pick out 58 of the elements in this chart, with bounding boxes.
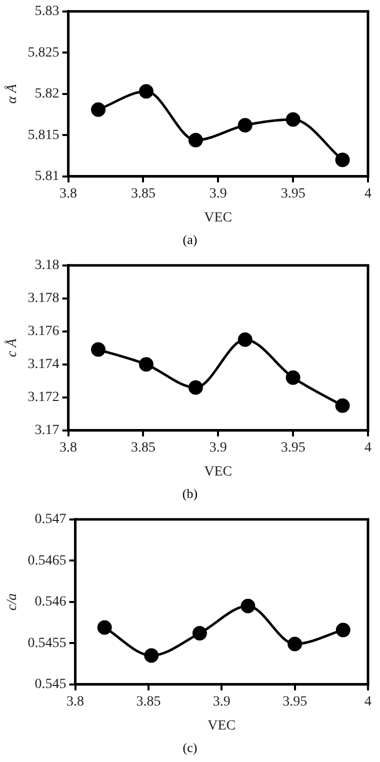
point	[144, 648, 159, 663]
y-tick-label: 5.81	[34, 169, 60, 184]
point	[286, 112, 300, 127]
point	[288, 636, 302, 652]
text: (b)	[181, 485, 199, 503]
point	[91, 342, 106, 357]
y-tick-label: 0.5465	[28, 553, 66, 568]
x-tick-label: 3.95	[280, 186, 306, 202]
text: (a)	[182, 231, 198, 249]
y-tick-label: 5.83	[34, 4, 60, 20]
x-tick-label: 4	[364, 186, 372, 202]
point	[138, 84, 154, 99]
y-tick-label: 3.172	[28, 390, 60, 406]
point	[336, 622, 350, 638]
y-tick-label: 3.174	[28, 357, 60, 372]
y-axis-title: c Å	[4, 338, 20, 358]
y-tick-label: 0.545	[34, 677, 66, 692]
x-tick-label: 4	[364, 440, 372, 456]
y-tick-label: 0.547	[34, 512, 66, 528]
text: (c)	[182, 739, 198, 757]
y-tick-label: 0.5455	[28, 636, 66, 651]
point	[335, 152, 350, 168]
y-tick-label: 5.825	[28, 45, 60, 60]
y-axis-title: α Å	[4, 84, 20, 104]
y-tick-label: 5.815	[28, 128, 60, 143]
y-tick-label: 3.176	[28, 324, 60, 340]
y-tick-label: 5.82	[34, 86, 60, 102]
x-tick-label: 3.8	[60, 186, 78, 202]
x-axis-title: VEC	[204, 210, 232, 226]
x-axis-title: VEC	[208, 718, 236, 734]
y-tick-label: 3.17	[34, 423, 60, 438]
point	[97, 620, 112, 635]
point	[335, 398, 350, 413]
point	[238, 332, 252, 347]
point	[91, 102, 106, 117]
x-tick-label: 3.95	[282, 694, 308, 710]
y-tick-label: 3.178	[28, 291, 60, 306]
point	[188, 380, 203, 395]
x-tick-label: 4	[364, 694, 372, 710]
x-tick-label: 3.8	[60, 440, 78, 456]
point	[188, 132, 203, 148]
y-tick-label: 3.18	[34, 258, 60, 274]
y-tick-label: 0.546	[34, 594, 66, 610]
x-tick-label: 3.8	[66, 694, 84, 710]
point	[138, 357, 154, 372]
x-tick-label: 3.85	[130, 186, 156, 202]
x-tick-label: 3.9	[212, 694, 230, 710]
point	[240, 598, 256, 614]
point	[286, 370, 300, 385]
x-tick-label: 3.9	[209, 186, 227, 202]
x-axis-title: VEC	[204, 464, 232, 480]
x-tick-label: 3.95	[280, 440, 306, 456]
x-tick-label: 3.85	[130, 440, 156, 456]
y-axis-title: c/a	[5, 593, 20, 610]
point	[192, 626, 207, 640]
point	[238, 118, 252, 132]
x-tick-label: 3.85	[136, 694, 161, 710]
x-tick-label: 3.9	[209, 440, 227, 456]
